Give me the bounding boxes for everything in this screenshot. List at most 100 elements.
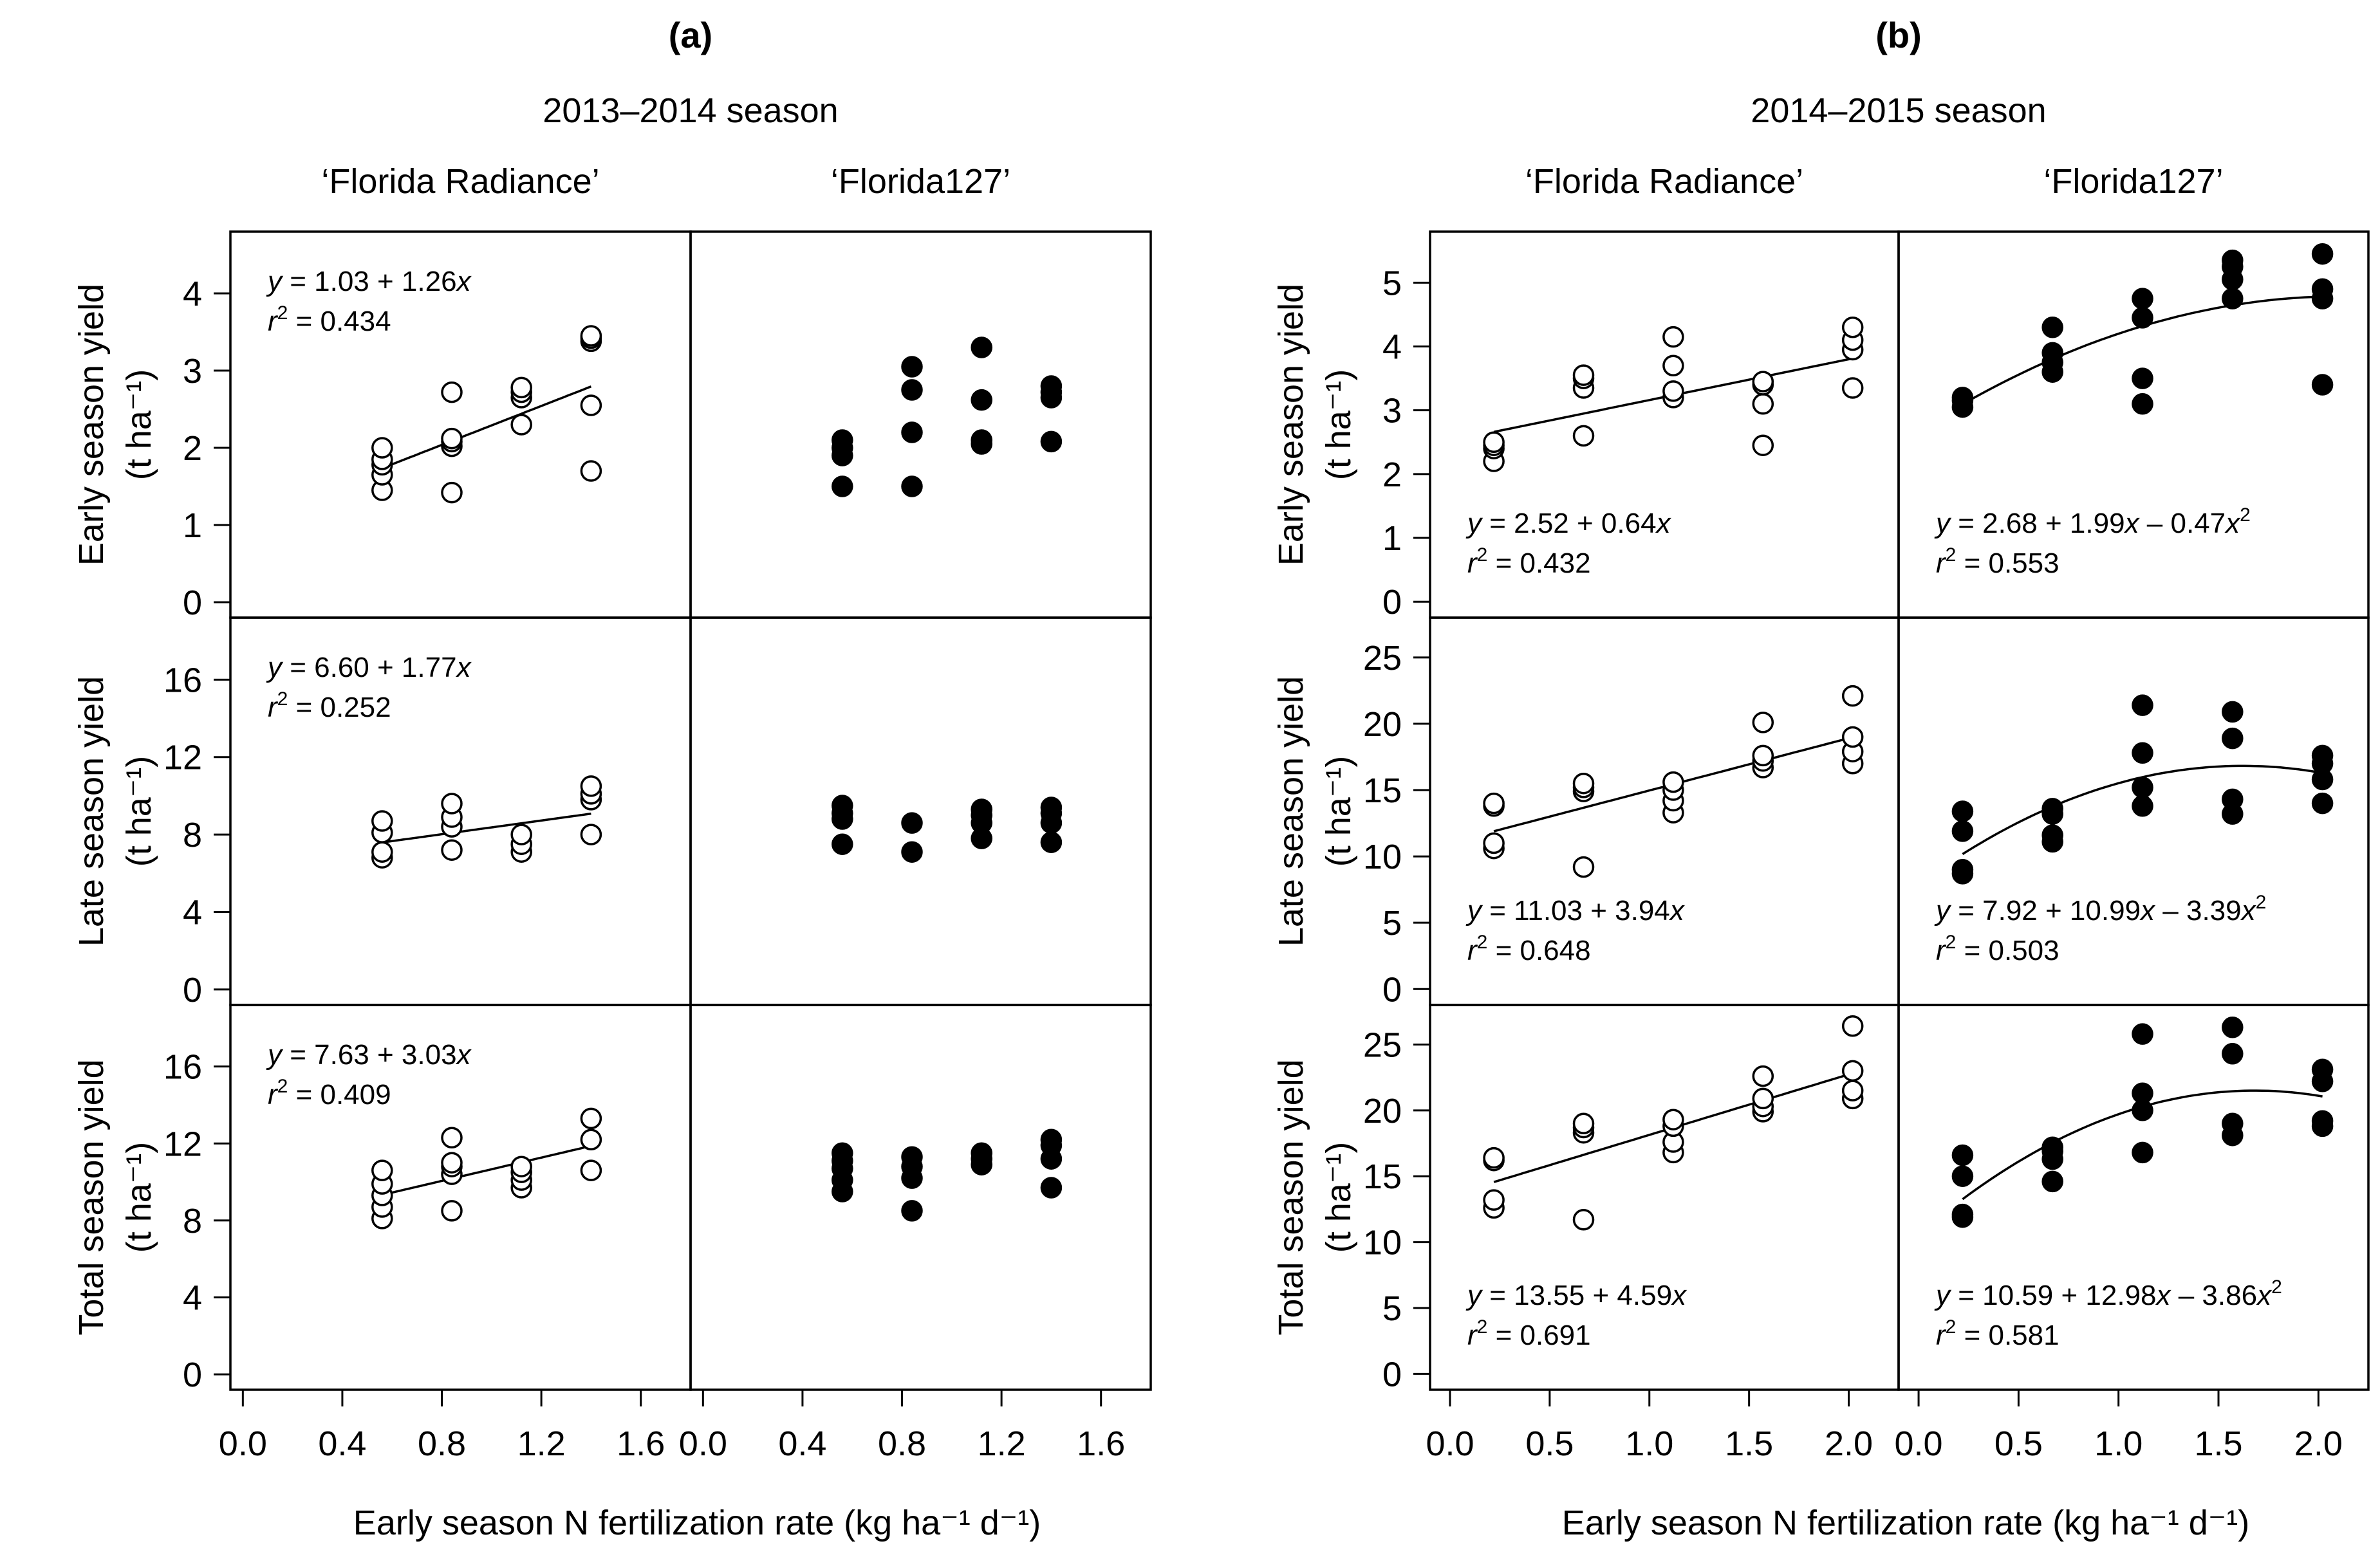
panel-a-late-florida127-point: [901, 812, 923, 834]
panel-b-total-ytick-label: 15: [1363, 1157, 1402, 1196]
panel-a-total-florida-radiance-point: [441, 1152, 463, 1174]
panel-a-late-ylabel: Late season yield (t ha⁻¹): [72, 676, 158, 946]
panel-b-late-florida127-equation: y = 7.92 + 10.99x – 3.39x2: [1934, 892, 2266, 926]
panel-a-early-florida-radiance-equation: y = 1.03 + 1.26x: [266, 266, 472, 297]
panel-b-total-florida127-r-squared: r2 = 0.581: [1936, 1316, 2059, 1351]
panel-b-total-florida127-point: [2132, 1141, 2153, 1164]
panel-b-total-florida127-point: [2311, 1058, 2334, 1081]
panel-b-early-ytick-label: 3: [1382, 392, 1402, 430]
panel-b-cultivar-title: ‘Florida Radiance’: [1525, 162, 1803, 201]
panel-a-season-title: 2013–2014 season: [543, 91, 838, 130]
panel-a-early-florida127-point: [832, 429, 853, 451]
panel-a-xtick-label: 0.8: [878, 1424, 926, 1463]
panel-b-late-florida127-point: [2311, 792, 2334, 815]
panel-b-total-florida-radiance-point: [1662, 1109, 1684, 1130]
panel-b-late-florida-radiance-r-squared: r2 = 0.648: [1467, 932, 1591, 966]
panel-a-total-florida-radiance-point: [371, 1159, 393, 1181]
panel-b-late-ytick-label: 15: [1363, 771, 1402, 810]
panel-b-late-florida-radiance-point: [1752, 712, 1774, 733]
panel-a-late-florida127-point: [971, 798, 992, 820]
panel-b-early-ytick-label: 4: [1382, 328, 1402, 367]
panel-b-early-yunit: (t ha⁻¹): [1319, 369, 1358, 481]
panel-a-xtick-label: 0.8: [418, 1424, 466, 1463]
panel-a-early-florida-radiance-point: [441, 381, 463, 403]
panel-b-total-florida127-frame: [1897, 1004, 2370, 1391]
panel-b-late-florida127-point: [2132, 777, 2153, 798]
panel-b-late-florida127-point: [2222, 788, 2244, 811]
panel-b-early-florida127-point: [2041, 342, 2063, 364]
panel-a-total-florida127-point: [1040, 1129, 1063, 1151]
panel-b-total-florida127-point: [1951, 1144, 1974, 1166]
panel-a-early-ytick-label: 0: [183, 584, 202, 622]
panel-a-early-florida127-point: [901, 421, 923, 443]
panel-a-early-florida127-point: [901, 356, 923, 378]
panel-b-late-florida-radiance-point: [1841, 726, 1864, 748]
panel-b-total-florida127-point: [1951, 1203, 1974, 1226]
panel-a-xtick-label: 0.0: [679, 1424, 727, 1463]
panel-b-early-ytick-label: 5: [1382, 264, 1402, 302]
panel-b-total-ytick-label: 20: [1363, 1092, 1402, 1130]
panel-b-early-florida-radiance-r-squared: r2 = 0.432: [1467, 544, 1591, 579]
panel-b-total-florida-radiance-point: [1483, 1147, 1505, 1169]
panel-b-late-florida127-point: [2132, 795, 2153, 817]
panel-b-early-florida127-point: [2311, 374, 2334, 396]
panel-a-late-florida-radiance-point: [580, 775, 602, 797]
panel-b-early-ylabel-text: Early season yield: [1272, 284, 1310, 566]
panel-a-late-florida-radiance-point: [510, 824, 532, 845]
panel-a-early-florida-radiance-point: [510, 414, 532, 436]
panel-b-total-florida-radiance-point: [1483, 1189, 1505, 1211]
panel-b-late-florida-radiance-point: [1841, 685, 1864, 707]
panel-a-late-florida127-point: [901, 841, 923, 863]
panel-a-early-florida-radiance-point: [510, 376, 532, 399]
panel-a-late-florida-radiance-r-squared: r2 = 0.252: [268, 688, 391, 723]
panel-a-late-florida-radiance-point: [580, 824, 602, 845]
panel-a-total-florida-radiance-point: [441, 1200, 463, 1222]
panel-b-late-florida127-point: [2132, 694, 2153, 716]
panel-a-early-florida-radiance-r-squared: r2 = 0.434: [268, 302, 391, 337]
panel-b-late-florida127-point: [2132, 742, 2153, 764]
panel-b-xtick-label: 0.5: [1994, 1424, 2043, 1463]
panel-b-early-florida-radiance-point: [1841, 317, 1864, 338]
panel-b-total-ylabel: Total season yield (t ha⁻¹): [1272, 1059, 1358, 1335]
panel-a-late-florida-radiance-point: [371, 810, 393, 832]
panel-b-total-florida-radiance-point: [1752, 1065, 1774, 1087]
panel-b-early-florida-radiance-point: [1662, 355, 1684, 377]
panel-a-early-florida-radiance-point: [441, 481, 463, 504]
panel-a-cultivar-title: ‘Florida127’: [831, 162, 1010, 201]
panel-b-early-florida127-point: [1951, 387, 1974, 409]
panel-a-late-florida127-point: [832, 795, 853, 816]
panel-b-late-florida127-point: [1951, 820, 1974, 842]
panel-a-xlabel: Early season N fertilization rate (kg ha…: [353, 1504, 1041, 1542]
panel-a-late-florida127-point: [1040, 831, 1063, 853]
panel-b-xtick-label: 1.0: [2094, 1424, 2143, 1463]
panel-a-xtick-label: 1.2: [978, 1424, 1026, 1463]
panel-b-total-florida-radiance-point: [1841, 1080, 1864, 1101]
panel-b-late-florida127-point: [2041, 798, 2063, 820]
panel-b-xtick-label: 1.5: [1725, 1424, 1773, 1463]
panel-a-xtick-label: 0.4: [318, 1424, 366, 1463]
panel-b-late-florida127-point: [1951, 800, 1974, 822]
panel-a-total-florida127-point: [832, 1142, 853, 1164]
panel-a-total-ytick-label: 12: [163, 1125, 202, 1163]
panel-b-late-florida127-point: [2222, 701, 2244, 723]
panel-b-xtick-label: 0.0: [1895, 1424, 1943, 1463]
panel-b-xtick-label: 0.0: [1426, 1424, 1474, 1463]
panel-a-early-ytick-label: 2: [183, 429, 202, 468]
panel-b-total-florida127-point: [2222, 1017, 2244, 1038]
panel-a-early-ylabel: Early season yield (t ha⁻¹): [72, 284, 158, 566]
panel-a-early-florida127-point: [1040, 430, 1063, 453]
panel-b-late-florida127-point: [1951, 858, 1974, 881]
panel-a-late-florida-radiance-point: [371, 841, 393, 863]
panel-a-late-florida-radiance-equation: y = 6.60 + 1.77x: [266, 652, 472, 683]
panel-a-total-ytick-label: 16: [163, 1048, 202, 1087]
panel-b-total-florida-radiance-point: [1841, 1060, 1864, 1082]
panel-b-late-ytick-label: 10: [1363, 838, 1402, 876]
panel-b-early-ytick-label: 0: [1382, 583, 1402, 622]
panel-a-late-florida127-point: [832, 833, 853, 855]
panel-a-total-florida-radiance-point: [580, 1107, 602, 1130]
panel-b-early-florida127-point: [2311, 278, 2334, 300]
panel-b-late-florida127-point: [2311, 744, 2334, 767]
panel-b-late-ytick-label: 5: [1382, 904, 1402, 943]
panel-b-late-florida-radiance-point: [1572, 856, 1595, 878]
panel-a-xtick-label: 1.6: [1077, 1424, 1125, 1463]
